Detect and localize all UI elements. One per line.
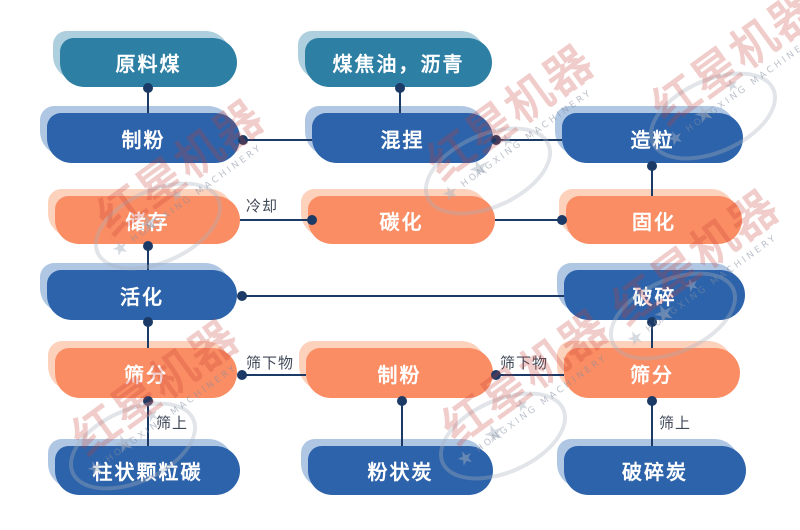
flow-node-carbonization: 碳化 [308,196,495,244]
flow-node-label: 破碎炭 [622,460,688,484]
flow-node-label: 制粉 [121,127,166,152]
flow-node-activation: 活化 [47,270,237,320]
connector-coaltar-kneading [399,85,401,113]
connector-dot [238,135,248,145]
flow-node-label: 造粒 [630,127,675,152]
connector-milling-powdered [401,398,403,446]
edge-label-under-sieve-right: 筛下物 [500,354,549,372]
flow-node-columnar-granular-carbon: 柱状颗粒碳 [55,446,240,495]
flow-node-kneading: 混捏 [312,113,493,163]
connector-milling-sievingright [493,374,564,376]
connector-dot [491,135,501,145]
connector-crushing-sieving-right [651,320,653,348]
connector-dot [143,83,153,93]
flow-node-label: 粉状炭 [367,460,434,484]
connector-granulation-solidification [651,163,653,196]
connector-milling-kneading [240,139,312,141]
connector-dot [237,291,247,301]
flow-node-label: 筛分 [630,362,674,387]
connector-dot [143,241,153,251]
connector-sievingright-crushed [651,398,653,446]
connector-dot [647,396,657,406]
flow-node-label: 储存 [125,209,170,234]
connector-sievingleft-milling [239,374,306,376]
edge-label-under-sieve-left: 筛下物 [246,354,295,372]
connector-dot [647,317,657,327]
flow-node-crushed-carbon: 破碎炭 [564,446,746,495]
edge-label-over-sieve-left: 筛上 [156,414,189,432]
flow-node-sieving-left: 筛分 [55,348,237,398]
flow-node-storage: 储存 [55,196,240,244]
connector-solidification-carbonization [495,219,566,221]
flow-node-powdered-carbon: 粉状炭 [308,446,493,495]
flow-node-label: 固化 [632,209,676,234]
flow-node-label: 柱状颗粒碳 [92,460,203,484]
connector-dot [237,370,247,380]
connector-dot [647,161,657,171]
connector-dot [143,317,153,327]
flow-node-milling-mid: 制粉 [306,348,493,398]
connector-dot [395,83,405,93]
connector-dot [491,370,501,380]
flow-node-label: 筛分 [124,362,168,387]
connector-activation-crushing [239,295,564,297]
edge-label-over-sieve-right: 筛上 [659,414,692,432]
connector-activation-sieving-left [147,320,149,348]
flow-node-crushing: 破碎 [564,270,745,320]
star-icon: ★ [720,73,743,98]
flow-node-label: 制粉 [377,362,422,387]
flow-node-label: 活化 [120,284,164,309]
connector-kneading-granulation [493,139,562,141]
flow-node-granulation: 造粒 [562,113,743,163]
star-icon: ★ [478,416,510,451]
flow-node-label: 原料煤 [115,52,182,76]
flow-node-sieving-right: 筛分 [564,348,740,398]
connector-dot [397,396,407,406]
connector-dot [307,215,317,225]
star-icon: ★ [510,393,533,418]
flow-node-milling-top: 制粉 [47,113,240,163]
flow-node-label: 混捏 [380,127,425,152]
connector-dot [143,396,153,406]
connector-carbonization-storage [240,219,312,221]
flow-node-raw-coal: 原料煤 [60,38,237,87]
connector-storage-activation [147,244,149,270]
connector-rawcoal-milling [147,85,149,113]
flow-node-label: 破碎 [632,284,677,309]
flow-node-solidification: 固化 [566,196,742,244]
edge-label-cooling: 冷却 [246,197,279,215]
connector-sievingleft-columnar [147,398,149,446]
flow-node-label: 煤焦油，沥青 [332,52,465,76]
connector-dot [557,215,567,225]
flow-node-coal-tar-pitch: 煤焦油，沥青 [305,38,492,87]
flow-node-label: 碳化 [379,209,424,234]
